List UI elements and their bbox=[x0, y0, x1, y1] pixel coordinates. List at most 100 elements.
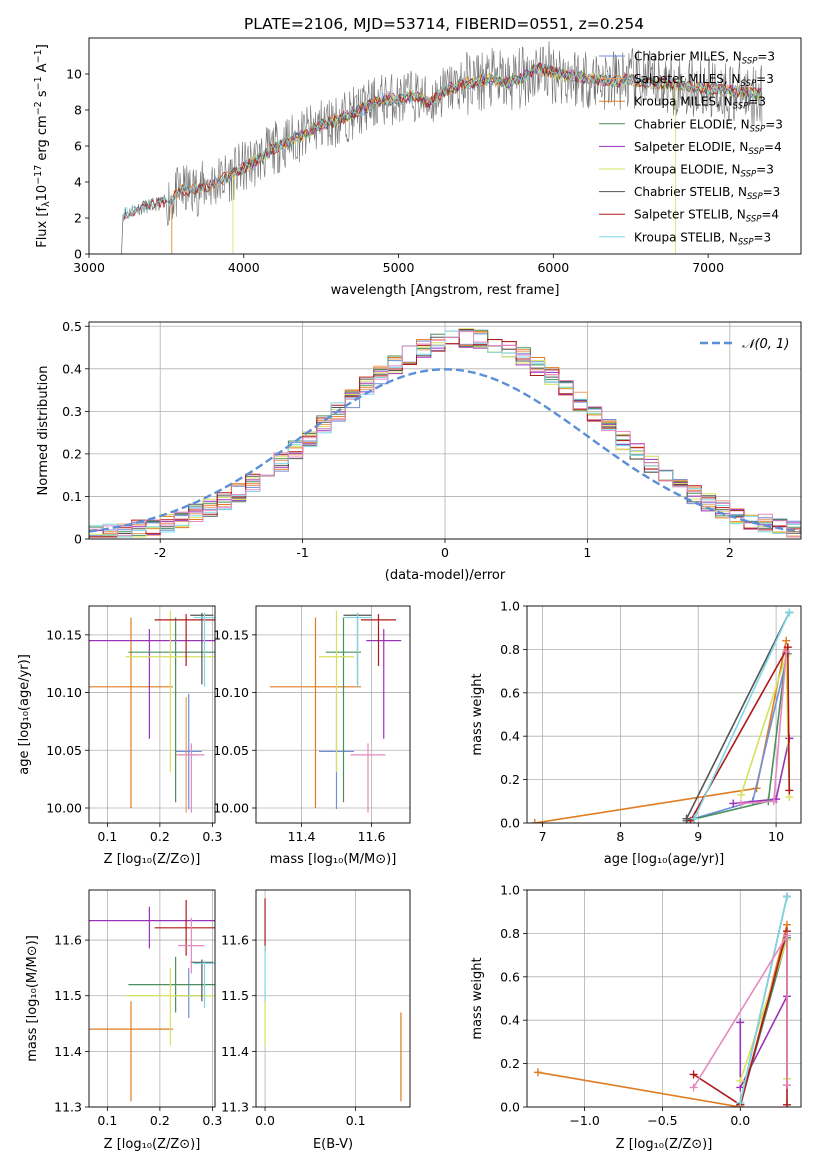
legend-text: Kroupa MILES, N bbox=[634, 95, 733, 109]
legend-text: Kroupa ELODIE, N bbox=[634, 163, 741, 177]
y-tick-label: 0.8 bbox=[500, 642, 520, 657]
weight-marker bbox=[769, 797, 778, 806]
x-axis-label: age [log₁₀(age/yr)] bbox=[604, 852, 725, 867]
axes-frame bbox=[526, 889, 802, 1108]
x-tick-label: 0.0 bbox=[255, 1113, 275, 1128]
legend-label: Salpeter MILES, NSSP=3 bbox=[634, 72, 774, 89]
legend-sub: SSP bbox=[748, 147, 764, 157]
plot-area bbox=[530, 608, 794, 823]
y-tick-label: 0.5 bbox=[62, 319, 82, 334]
axes-age_vs_mass: 11.4 11.6 10.00 10.05 10.10 10.15 mass [log₁₀(… bbox=[213, 605, 411, 867]
legend-sub: SSP bbox=[741, 79, 757, 89]
y-tick-label: 10.00 bbox=[213, 800, 249, 815]
legend-sub: SSP bbox=[750, 124, 766, 134]
axes-frame bbox=[526, 605, 802, 824]
x-tick-label: 0 bbox=[441, 545, 449, 560]
histogram-series bbox=[89, 331, 801, 538]
y-tick-label: 10.00 bbox=[46, 800, 82, 815]
weight-marker bbox=[729, 799, 738, 808]
x-axis-label: mass [log₁₀(M/M⊙)] bbox=[270, 852, 397, 867]
legend-text: Chabrier STELIB, N bbox=[634, 185, 747, 199]
y-tick-label: 6 bbox=[74, 139, 82, 154]
weight-marker bbox=[736, 1076, 745, 1085]
weight-marker bbox=[736, 1098, 745, 1107]
legend-label: Salpeter ELODIE, NSSP=4 bbox=[634, 140, 782, 157]
x-axis-label: wavelength [Angstrom, rest frame] bbox=[331, 283, 560, 298]
y-axis-label: mass [log₁₀(M/M⊙)] bbox=[25, 935, 40, 1062]
y-tick-label: 0.4 bbox=[62, 361, 82, 376]
y-axis-label: Flux [fλ10−17 erg cm−2 s−1 A−1] bbox=[33, 44, 52, 248]
y-axis-label-part: λ bbox=[41, 201, 52, 207]
x-tick-label: 8 bbox=[616, 829, 624, 844]
axes-mass_vs_Z: 0.1 0.2 0.3 11.3 11.4 11.5 11.6 Z [log₁₀(Z/Z⊙)]… bbox=[25, 889, 222, 1152]
y-tick-label: 0.6 bbox=[500, 969, 520, 984]
axes-frame bbox=[88, 37, 802, 255]
axes-frame bbox=[88, 321, 802, 540]
legend-count: =3 bbox=[763, 185, 781, 199]
x-tick-label: 2 bbox=[726, 545, 734, 560]
y-tick-label: 0.2 bbox=[62, 446, 82, 461]
x-tick-label: −0.5 bbox=[647, 1113, 677, 1128]
legend-label: Kroupa STELIB, NSSP=3 bbox=[634, 230, 771, 247]
legend-sub: SSP bbox=[733, 102, 749, 112]
spectrum-edge bbox=[121, 214, 124, 254]
y-axis-label-part: −1 bbox=[33, 49, 44, 63]
plot-area bbox=[89, 610, 215, 813]
y-tick-label: 10.15 bbox=[46, 627, 82, 642]
y-axis-label-part: A bbox=[35, 63, 50, 76]
weight-series bbox=[685, 612, 791, 820]
y-axis-label-part: erg cm bbox=[35, 115, 50, 164]
y-axis-label-part: ] bbox=[35, 44, 50, 49]
gaussian-curve bbox=[89, 368, 801, 533]
weight-marker bbox=[736, 1018, 745, 1027]
legend-text: Kroupa STELIB, N bbox=[634, 230, 738, 244]
y-tick-label: 0 bbox=[74, 247, 82, 262]
legend-count: =3 bbox=[757, 50, 775, 64]
y-tick-label: 1.0 bbox=[500, 883, 520, 898]
weight-marker bbox=[782, 892, 791, 901]
weight-marker bbox=[782, 647, 791, 656]
axes-weight_vs_age: 7 8 9 10 0.0 0.2 0.4 0.6 0.8 1.0 age [log₁₀(age/yr… bbox=[470, 599, 802, 867]
plot-area bbox=[121, 41, 763, 254]
y-tick-label: 11.6 bbox=[54, 933, 82, 948]
y-axis-label-part: Flux [f bbox=[35, 207, 50, 248]
y-tick-label: 10 bbox=[66, 67, 82, 82]
y-axis-label-part: −2 bbox=[33, 101, 44, 115]
y-tick-label: 0.2 bbox=[500, 1056, 520, 1071]
weight-marker bbox=[782, 1100, 791, 1107]
x-tick-label: 7000 bbox=[692, 260, 724, 275]
y-tick-label: 11.3 bbox=[54, 1100, 82, 1115]
weight-marker bbox=[690, 814, 699, 823]
y-tick-label: 0.3 bbox=[62, 404, 82, 419]
x-tick-label: 11.6 bbox=[358, 829, 386, 844]
x-axis-label: Z [log₁₀(Z/Z⊙)] bbox=[104, 852, 201, 867]
legend-label: Chabrier ELODIE, NSSP=3 bbox=[634, 117, 783, 134]
x-tick-label: 9 bbox=[694, 829, 702, 844]
plot-area bbox=[89, 328, 801, 538]
weight-marker bbox=[689, 1083, 698, 1092]
y-axis-label: age [log₁₀(age/yr)] bbox=[17, 654, 32, 775]
x-tick-label: −1.0 bbox=[569, 1113, 599, 1128]
y-tick-label: 0.4 bbox=[500, 1013, 520, 1028]
axes-spectrum: 3000 4000 5000 6000 7000 0 2 4 6 8 10 wavelength [A… bbox=[33, 37, 802, 298]
legend-count: =3 bbox=[756, 163, 774, 177]
y-tick-label: 10.10 bbox=[46, 685, 82, 700]
x-tick-label: 0.2 bbox=[150, 829, 170, 844]
weight-marker bbox=[785, 608, 794, 617]
y-axis-label-part: 10 bbox=[35, 185, 50, 202]
x-axis-label: Z [log₁₀(Z/Z⊙)] bbox=[104, 1137, 201, 1152]
plot-area bbox=[89, 900, 215, 1102]
weight-marker bbox=[533, 1068, 542, 1077]
figure-title: PLATE=2106, MJD=53714, FIBERID=0551, z=0… bbox=[244, 15, 644, 33]
y-tick-label: 0.4 bbox=[500, 729, 520, 744]
x-axis-label: E(B-V) bbox=[313, 1137, 353, 1152]
weight-marker bbox=[737, 790, 746, 799]
axes-residuals: -2 -1 0 1 2 0 0.1 0.2 0.3 0.4 0.5 (data-model)/erro… bbox=[36, 319, 802, 583]
legend-text: Salpeter ELODIE, N bbox=[634, 140, 748, 154]
x-tick-label: 3000 bbox=[73, 260, 105, 275]
legend-count: =4 bbox=[761, 208, 779, 222]
y-axis-label-part: s bbox=[35, 90, 50, 101]
weight-marker bbox=[689, 1070, 698, 1079]
